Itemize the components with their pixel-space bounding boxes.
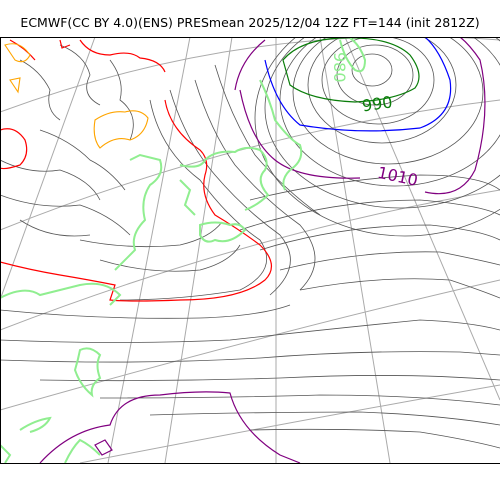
parallel-line (79, 384, 500, 463)
contour-1010 (39, 37, 486, 463)
meridian-line (0, 37, 96, 301)
contour-label: 980 (330, 52, 349, 83)
meridian-line (107, 37, 191, 463)
meridian-line (164, 37, 233, 463)
contour-990 (282, 37, 420, 103)
terrain-orange (4, 43, 149, 149)
graticule (0, 37, 500, 463)
coastline (0, 37, 367, 463)
meridian-line (344, 37, 500, 401)
meridian-line (319, 37, 391, 463)
pressure-map: 990 1010 980 (0, 37, 500, 463)
chart-title: ECMWF(CC BY 4.0)(ENS) PRESmean 2025/12/0… (20, 15, 480, 30)
contour-1000 (264, 37, 452, 132)
parallel-line (0, 37, 500, 113)
contour-label: 990 (361, 92, 394, 115)
parallel-line (0, 189, 500, 331)
isobars (0, 37, 500, 449)
contour-1020 (0, 39, 272, 302)
parallel-line (0, 279, 500, 411)
